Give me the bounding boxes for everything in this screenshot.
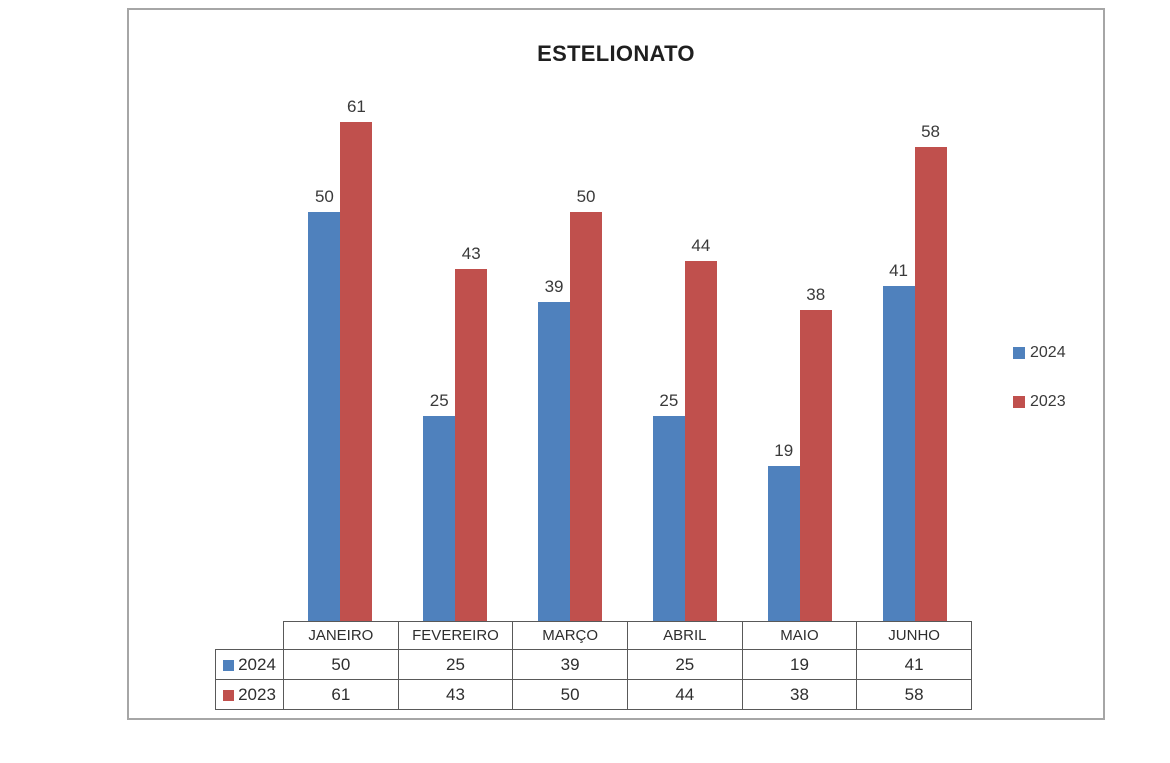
bar-value-label: 19 <box>774 441 794 460</box>
category-slot-marco: 39 50 <box>513 10 628 621</box>
table-header-maio: MAIO <box>741 621 858 650</box>
table-value-cell: 41 <box>856 649 972 680</box>
table-header-junho: JUNHO <box>856 621 972 650</box>
bar-value-label: 44 <box>691 236 711 255</box>
table-value-cell: 61 <box>283 679 399 710</box>
bar-value-label: 25 <box>659 391 679 410</box>
table-value-cell: 25 <box>626 649 743 680</box>
bar-value-label: 50 <box>314 187 334 206</box>
table-row-2024: 2024 50 25 39 25 19 41 <box>215 649 972 680</box>
legend-item-2024: 2024 <box>1013 344 1066 362</box>
bar-2024-fevereiro: 25 <box>423 391 456 621</box>
category-slot-janeiro: 50 61 <box>283 10 398 621</box>
table-value-cell: 19 <box>741 649 858 680</box>
series-swatch-icon <box>223 689 235 701</box>
bar-2023-fevereiro: 43 <box>455 244 488 621</box>
table-value-cell: 43 <box>397 679 514 710</box>
table-value-cell: 50 <box>512 679 628 710</box>
table-value-cell: 44 <box>626 679 743 710</box>
chart-frame: ESTELIONATO 50 61 25 43 39 50 25 44 19 38 41 58 202… <box>127 8 1105 720</box>
bar-2023-abril: 44 <box>684 236 717 621</box>
bar-value-label: 58 <box>921 122 941 141</box>
chart-title: ESTELIONATO <box>537 41 695 66</box>
series-swatch-icon <box>223 659 235 671</box>
bar-2024-abril: 25 <box>652 391 685 621</box>
table-value-cell: 38 <box>741 679 858 710</box>
table-header-janeiro: JANEIRO <box>283 621 399 650</box>
table-header-marco: MARÇO <box>512 621 628 650</box>
legend: 2024 2023 <box>1013 344 1066 442</box>
table-corner-cell <box>216 622 284 650</box>
bar-2023-janeiro: 61 <box>340 97 373 621</box>
bar-value-label: 50 <box>576 187 596 206</box>
table-value-cell: 25 <box>397 649 514 680</box>
category-slot-junho: 41 58 <box>857 10 972 621</box>
table-value-cell: 39 <box>512 649 628 680</box>
bar-2024-junho: 41 <box>882 261 915 621</box>
bar-2023-maio: 38 <box>799 285 832 621</box>
data-table: JANEIRO FEVEREIRO MARÇO ABRIL MAIO JUNHO 2024 5… <box>215 621 972 710</box>
legend-label: 2023 <box>1030 393 1066 410</box>
legend-swatch-icon <box>1013 396 1025 408</box>
table-header-row: JANEIRO FEVEREIRO MARÇO ABRIL MAIO JUNHO <box>216 621 972 650</box>
table-header-fevereiro: FEVEREIRO <box>397 621 514 650</box>
bar-2024-marco: 39 <box>538 277 571 621</box>
bar-value-label: 39 <box>544 277 564 296</box>
table-value-cell: 58 <box>856 679 972 710</box>
bar-2023-marco: 50 <box>570 187 603 621</box>
legend-label: 2024 <box>1030 344 1066 361</box>
legend-swatch-icon <box>1013 347 1025 359</box>
series-label-2023: 2023 <box>215 679 284 710</box>
plot-area: 50 61 25 43 39 50 25 44 19 38 41 58 <box>283 10 972 621</box>
table-header-abril: ABRIL <box>626 621 743 650</box>
table-row-2023: 2023 61 43 50 44 38 58 <box>215 679 972 710</box>
bar-value-label: 61 <box>346 97 366 116</box>
bar-2023-junho: 58 <box>914 122 947 621</box>
table-value-cell: 50 <box>283 649 399 680</box>
legend-item-2023: 2023 <box>1013 393 1066 411</box>
bar-2024-maio: 19 <box>767 441 800 621</box>
bar-2024-janeiro: 50 <box>308 187 341 621</box>
series-label-2024: 2024 <box>215 649 284 680</box>
category-slot-maio: 19 38 <box>742 10 857 621</box>
bar-value-label: 38 <box>806 285 826 304</box>
bar-value-label: 25 <box>429 391 449 410</box>
category-slot-abril: 25 44 <box>627 10 742 621</box>
bar-value-label: 43 <box>461 244 481 263</box>
category-slot-fevereiro: 25 43 <box>398 10 513 621</box>
bar-value-label: 41 <box>889 261 909 280</box>
